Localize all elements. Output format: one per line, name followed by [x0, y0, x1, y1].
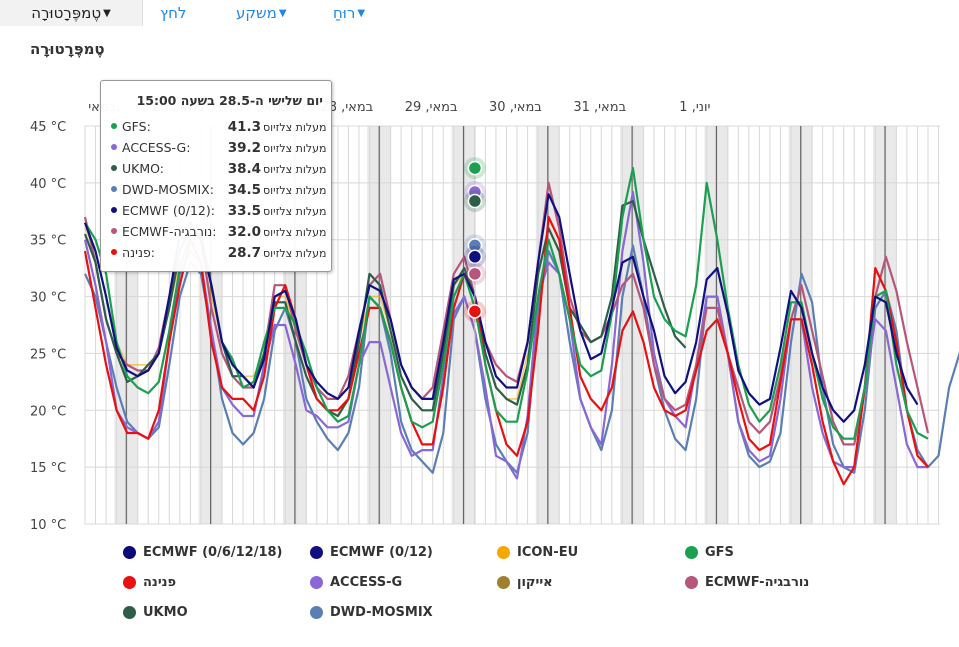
section-title: טֶמפֶּרָטוּרָה	[30, 40, 105, 58]
tooltip-unit: מעלות צלזיוס	[263, 226, 327, 239]
y-axis: 10 °C 15 °C 20 °C 25 °C 30 °C 35 °C 40 °C 45 °C	[30, 120, 66, 533]
tooltip-series-dot	[111, 207, 117, 213]
legend-label: ECMWF (0/6/12/18)	[143, 545, 283, 560]
tooltip-series-name: ACCESS-G:	[122, 140, 191, 155]
highlight-markers	[463, 126, 486, 524]
tooltip-series-name: GFS:	[122, 119, 151, 134]
marker-point	[467, 266, 483, 282]
tooltip-series-value: 33.5	[227, 203, 261, 219]
tooltip-series-dot	[111, 144, 117, 150]
tooltip-series-dot	[111, 123, 117, 129]
tooltip-series-value: 34.5	[227, 182, 261, 198]
tooltip-row: פנינה: 28.7 מעלות צלזיוס	[111, 243, 331, 263]
tooltip-unit: מעלות צלזיוס	[263, 121, 327, 134]
legend-label: ICON-EU	[517, 545, 579, 560]
marker-point	[467, 160, 483, 176]
tooltip-row: ACCESS-G: 39.2 מעלות צלזיוס	[111, 138, 331, 158]
marker-point	[467, 193, 483, 209]
tooltip-series-name: פנינה:	[122, 245, 155, 260]
legend-color-dot	[123, 606, 136, 619]
x-day-label: במאי, 30	[489, 100, 542, 115]
tooltip-row: GFS: 41.3 מעלות צלזיוס	[111, 117, 331, 137]
tooltip-unit: מעלות צלזיוס	[263, 184, 327, 197]
legend-label: ECMWF (0/12)	[330, 545, 433, 560]
tab-wind-label: רוּחַ	[333, 4, 356, 22]
tab-pressure-label: לחץ	[160, 4, 187, 22]
legend-color-dot	[685, 546, 698, 559]
tab-bar: טֶמפֶּרָטוּרָה ▼ לחץ משקע ▼ רוּחַ ▼	[0, 0, 959, 26]
series-line	[83, 193, 919, 423]
tooltip-row: ECMWF-נורבגיה: 32.0 מעלות צלזיוס	[111, 222, 331, 242]
chevron-down-icon: ▼	[278, 7, 287, 19]
series-lines	[83, 167, 959, 486]
x-day-label: במאי, 28	[320, 100, 373, 115]
tooltip-row: ECMWF (0/12): 33.5 מעלות צלזיוס	[111, 201, 331, 221]
tooltip-series-dot	[111, 249, 117, 255]
tooltip-unit: מעלות צלזיוס	[263, 247, 327, 260]
tooltip-series-dot	[111, 186, 117, 192]
tooltip-series-value: 38.4	[227, 161, 261, 177]
tooltip-series-name: ECMWF-נורבגיה:	[122, 224, 217, 239]
chart-tooltip: יום שלישי ה-28.5 בשעה 15:00 GFS: 41.3 מעלו…	[100, 80, 332, 272]
legend-color-dot	[123, 576, 136, 589]
tab-precipitation-label: משקע	[236, 4, 277, 22]
y-tick-label: 10 °C	[30, 518, 66, 533]
tooltip-unit: מעלות צלזיוס	[263, 205, 327, 218]
tab-temperature-label: טֶמפֶּרָטוּרָה	[31, 4, 102, 22]
legend-label: DWD-MOSMIX	[330, 605, 433, 620]
x-day-label: במאי, 31	[573, 100, 626, 115]
tooltip-series-name: DWD-MOSMIX:	[122, 182, 214, 197]
y-tick-label: 20 °C	[30, 404, 66, 419]
y-tick-label: 35 °C	[30, 234, 66, 249]
legend-color-dot	[497, 576, 510, 589]
tooltip-series-value: 28.7	[227, 245, 261, 261]
tooltip-series-dot	[111, 165, 117, 171]
legend-label: פנינה	[143, 575, 177, 590]
tooltip-unit: מעלות צלזיוס	[263, 142, 327, 155]
legend-color-dot	[310, 546, 323, 559]
y-tick-label: 45 °C	[30, 120, 66, 135]
tab-precipitation[interactable]: משקע ▼	[236, 0, 296, 26]
chevron-down-icon: ▼	[103, 7, 111, 19]
tooltip-series-name: ECMWF (0/12):	[122, 203, 215, 218]
marker-point	[467, 304, 483, 319]
legend-label: ECMWF-נורבגיה	[705, 575, 810, 590]
tab-pressure[interactable]: לחץ	[160, 0, 210, 26]
legend-color-dot	[310, 576, 323, 589]
tooltip-series-value: 32.0	[227, 224, 261, 240]
y-tick-label: 25 °C	[30, 347, 66, 362]
tab-temperature[interactable]: טֶמפֶּרָטוּרָה ▼	[0, 0, 143, 26]
legend-color-dot	[310, 606, 323, 619]
tooltip-title: יום שלישי ה-28.5 בשעה 15:00	[136, 93, 323, 108]
y-tick-label: 15 °C	[30, 461, 66, 476]
legend-color-dot	[685, 576, 698, 589]
y-tick-label: 30 °C	[30, 291, 66, 306]
tab-wind[interactable]: רוּחַ ▼	[333, 0, 383, 26]
x-day-label: יוני, 1	[679, 100, 710, 115]
legend-label: GFS	[705, 545, 734, 560]
tooltip-series-value: 39.2	[227, 140, 261, 156]
legend-color-dot	[123, 546, 136, 559]
tooltip-series-dot	[111, 228, 117, 234]
legend-label: UKMO	[143, 605, 188, 620]
marker-point	[467, 249, 483, 265]
x-day-label: במאי, 29	[405, 100, 458, 115]
legend-label: ACCESS-G	[330, 575, 403, 590]
tooltip-row: DWD-MOSMIX: 34.5 מעלות צלזיוס	[111, 180, 331, 200]
chevron-down-icon: ▼	[357, 7, 366, 19]
legend-color-dot	[497, 546, 510, 559]
tooltip-row: UKMO: 38.4 מעלות צלזיוס	[111, 159, 331, 179]
tooltip-series-value: 41.3	[227, 119, 261, 135]
tooltip-series-name: UKMO:	[122, 161, 164, 176]
legend-label: אייקון	[517, 575, 553, 590]
y-tick-label: 40 °C	[30, 177, 66, 192]
tooltip-unit: מעלות צלזיוס	[263, 163, 327, 176]
series-line	[83, 215, 929, 486]
